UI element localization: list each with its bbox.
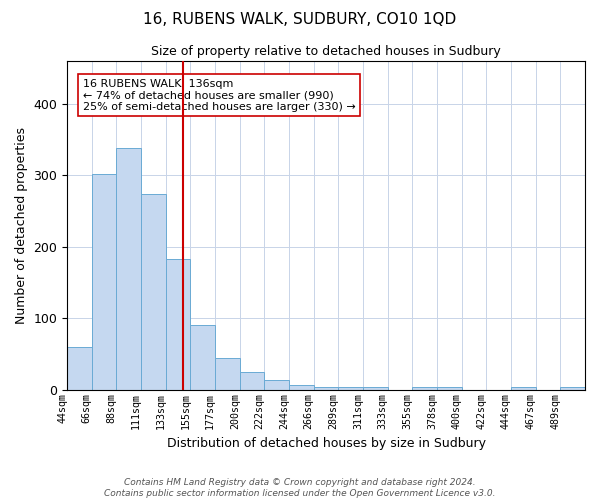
Bar <box>92 174 116 390</box>
Bar <box>314 387 338 390</box>
Bar <box>338 387 363 390</box>
Text: Contains HM Land Registry data © Crown copyright and database right 2024.
Contai: Contains HM Land Registry data © Crown c… <box>104 478 496 498</box>
Bar <box>190 326 215 390</box>
Bar <box>215 358 240 390</box>
Bar <box>363 387 388 390</box>
Bar <box>166 259 190 390</box>
Text: 16, RUBENS WALK, SUDBURY, CO10 1QD: 16, RUBENS WALK, SUDBURY, CO10 1QD <box>143 12 457 28</box>
Bar <box>67 347 92 390</box>
X-axis label: Distribution of detached houses by size in Sudbury: Distribution of detached houses by size … <box>167 437 485 450</box>
Bar <box>412 387 437 390</box>
Bar <box>511 387 536 390</box>
Bar <box>437 387 462 390</box>
Title: Size of property relative to detached houses in Sudbury: Size of property relative to detached ho… <box>151 45 501 58</box>
Y-axis label: Number of detached properties: Number of detached properties <box>15 126 28 324</box>
Text: 16 RUBENS WALK: 136sqm
← 74% of detached houses are smaller (990)
25% of semi-de: 16 RUBENS WALK: 136sqm ← 74% of detached… <box>83 78 355 112</box>
Bar <box>141 194 166 390</box>
Bar <box>265 380 289 390</box>
Bar <box>560 387 585 390</box>
Bar <box>116 148 141 390</box>
Bar <box>289 385 314 390</box>
Bar <box>240 372 265 390</box>
